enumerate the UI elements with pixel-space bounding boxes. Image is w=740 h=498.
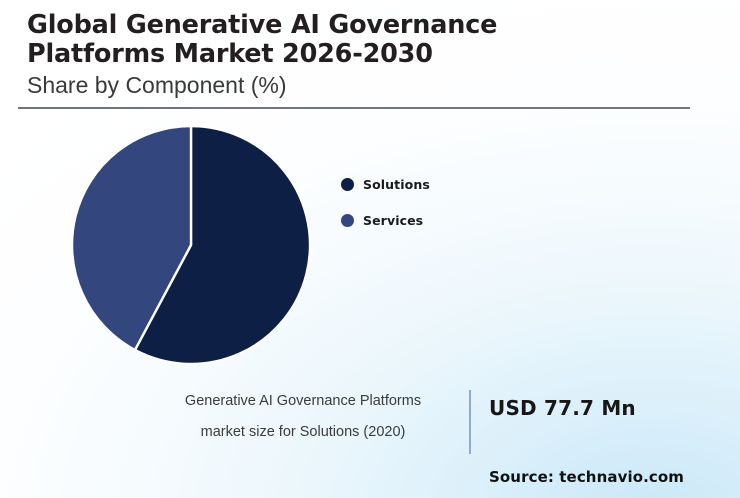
footer-caption: Generative AI Governance Platforms marke… xyxy=(150,386,456,448)
chart-footer: Generative AI Governance Platforms marke… xyxy=(0,386,740,464)
chart-header: Global Generative AI Governance Platform… xyxy=(27,11,667,100)
legend-label-services: Services xyxy=(363,212,424,228)
chart-title-line-1: Global Generative AI Governance xyxy=(27,10,498,40)
legend-item-services[interactable]: Services xyxy=(341,208,430,232)
header-divider xyxy=(18,107,690,109)
footer-caption-line-1: Generative AI Governance Platforms xyxy=(184,393,422,409)
pie-chart-svg xyxy=(70,124,312,366)
legend-swatch-services-icon xyxy=(341,213,354,227)
chart-title-line-2: Platforms Market 2026-2030 xyxy=(27,39,433,69)
pie-slice-solutions[interactable] xyxy=(133,124,312,366)
pie-slice-services[interactable] xyxy=(70,124,193,352)
footer-market-value: USD 77.7 Mn xyxy=(489,396,636,420)
source-label: Source: technavio.com xyxy=(489,468,685,486)
pie-chart xyxy=(70,124,312,366)
legend-swatch-solutions-icon xyxy=(341,177,354,191)
legend-label-solutions: Solutions xyxy=(363,176,430,192)
footer-vertical-divider xyxy=(469,390,471,454)
footer-caption-line-2: market size for Solutions (2020) xyxy=(200,424,406,440)
legend-item-solutions[interactable]: Solutions xyxy=(341,172,430,196)
chart-subtitle: Share by Component (%) xyxy=(27,72,287,98)
chart-legend: Solutions Services xyxy=(341,172,430,244)
